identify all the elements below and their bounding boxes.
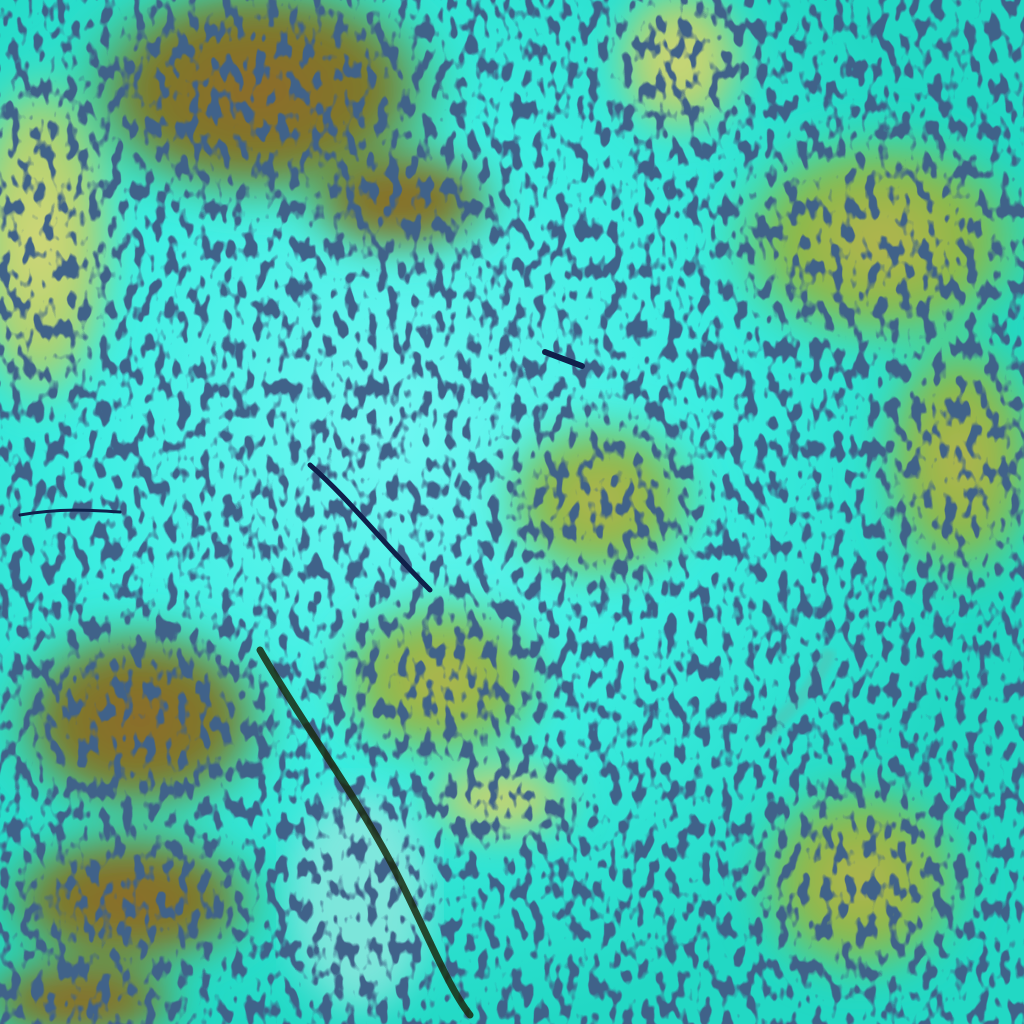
dark-streaks [18, 349, 585, 1019]
left-streak [18, 508, 122, 517]
short-streak [542, 349, 585, 369]
ridge-shadow [307, 462, 433, 593]
mountain-shadow [256, 646, 474, 1019]
